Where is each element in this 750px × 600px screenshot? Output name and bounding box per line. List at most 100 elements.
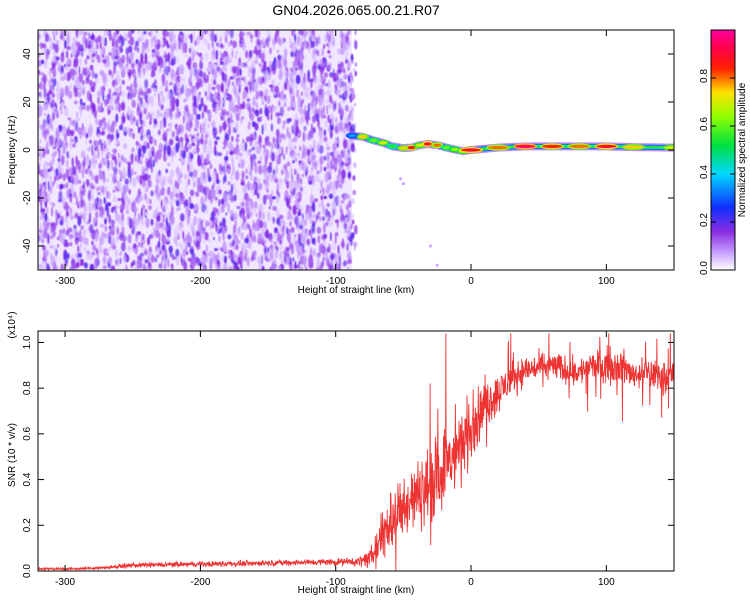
noise-speckle bbox=[313, 198, 319, 203]
noise-speckle bbox=[65, 229, 70, 236]
noise-speckle bbox=[354, 30, 357, 36]
signal-peak bbox=[388, 144, 397, 148]
noise-speckle bbox=[290, 166, 293, 176]
noise-speckle bbox=[189, 203, 194, 210]
noise-speckle bbox=[64, 242, 70, 247]
noise-speckle bbox=[235, 50, 238, 56]
noise-speckle bbox=[286, 181, 289, 189]
noise-speckle bbox=[354, 39, 358, 50]
noise-speckle bbox=[89, 189, 94, 194]
noise-speckle bbox=[78, 74, 84, 83]
noise-speckle bbox=[293, 41, 298, 52]
noise-speckle bbox=[94, 140, 99, 151]
y-tick-label: 0.6 bbox=[22, 426, 33, 440]
noise-speckle bbox=[344, 50, 349, 58]
noise-speckle bbox=[276, 217, 281, 225]
noise-speckle bbox=[163, 144, 168, 150]
noise-speckle bbox=[53, 168, 57, 177]
noise-speckle bbox=[67, 117, 70, 121]
noise-speckle bbox=[47, 49, 50, 56]
noise-speckle bbox=[80, 199, 86, 208]
noise-speckle bbox=[148, 267, 150, 270]
noise-speckle bbox=[232, 81, 234, 87]
noise-speckle bbox=[274, 143, 276, 149]
noise-speckle bbox=[154, 79, 157, 84]
noise-speckle bbox=[347, 160, 351, 166]
noise-speckle bbox=[324, 35, 328, 43]
noise-speckle bbox=[286, 161, 291, 167]
noise-speckle bbox=[44, 60, 48, 69]
noise-speckle bbox=[209, 220, 213, 227]
noise-speckle bbox=[270, 113, 273, 121]
noise-speckle bbox=[127, 198, 131, 206]
noise-speckle bbox=[157, 247, 160, 256]
noise-speckle bbox=[334, 219, 340, 224]
noise-speckle bbox=[212, 130, 215, 136]
noise-speckle bbox=[70, 68, 76, 77]
noise-speckle bbox=[309, 246, 312, 257]
noise-speckle bbox=[340, 109, 345, 116]
noise-speckle bbox=[116, 180, 119, 188]
noise-speckle bbox=[316, 259, 320, 269]
noise-speckle bbox=[252, 255, 256, 261]
noise-speckle bbox=[244, 244, 247, 255]
noise-speckle bbox=[60, 155, 65, 166]
noise-speckle bbox=[217, 86, 220, 94]
noise-speckle bbox=[245, 61, 249, 69]
noise-speckle bbox=[58, 170, 61, 177]
x-tick-label: 100 bbox=[598, 577, 615, 588]
noise-speckle bbox=[272, 216, 275, 224]
noise-speckle bbox=[117, 152, 120, 158]
noise-speckle bbox=[266, 95, 271, 105]
noise-speckle bbox=[188, 209, 191, 217]
noise-speckle bbox=[119, 84, 122, 93]
noise-speckle bbox=[234, 121, 239, 130]
snr-panel: -300 -200 -100 0 100 0.00.20.40.60.81.0 Heig… bbox=[7, 311, 675, 596]
noise-speckle bbox=[342, 139, 348, 149]
noise-speckle bbox=[211, 75, 214, 87]
noise-speckle bbox=[167, 212, 170, 223]
noise-speckle bbox=[315, 113, 320, 122]
noise-speckle bbox=[138, 241, 141, 248]
noise-speckle bbox=[139, 97, 143, 105]
noise-speckle bbox=[125, 204, 129, 211]
noise-speckle bbox=[209, 163, 213, 170]
noise-speckle bbox=[264, 93, 267, 102]
noise-speckle bbox=[78, 212, 83, 216]
noise-speckle bbox=[320, 195, 323, 201]
noise-speckle bbox=[52, 111, 55, 121]
noise-speckle bbox=[124, 236, 127, 241]
signal-peak bbox=[358, 135, 367, 139]
noise-speckle bbox=[161, 122, 165, 131]
noise-speckle bbox=[178, 205, 181, 210]
noise-speckle bbox=[334, 254, 339, 262]
noise-speckle bbox=[146, 237, 151, 246]
noise-speckle bbox=[58, 190, 63, 202]
noise-speckle bbox=[302, 84, 307, 90]
noise-speckle bbox=[202, 122, 206, 134]
noise-speckle bbox=[97, 196, 99, 205]
noise-speckle bbox=[67, 126, 70, 131]
noise-speckle bbox=[65, 210, 70, 218]
noise-speckle bbox=[281, 233, 284, 238]
noise-speckle bbox=[257, 160, 262, 164]
noise-speckle bbox=[258, 90, 264, 98]
noise-speckle bbox=[338, 102, 341, 111]
noise-speckle bbox=[205, 220, 210, 227]
noise-speckle bbox=[294, 240, 299, 247]
noise-speckle bbox=[176, 168, 182, 177]
noise-speckle bbox=[197, 78, 203, 87]
noise-speckle bbox=[72, 165, 76, 176]
noise-speckle bbox=[167, 258, 170, 268]
noise-speckle bbox=[173, 256, 178, 260]
noise-speckle bbox=[330, 231, 332, 242]
noise-speckle bbox=[79, 133, 83, 140]
noise-speckle bbox=[146, 64, 150, 72]
noise-speckle bbox=[311, 93, 315, 103]
noise-speckle bbox=[80, 150, 86, 159]
noise-speckle bbox=[212, 254, 218, 264]
noise-speckle bbox=[149, 266, 153, 270]
noise-speckle bbox=[56, 236, 60, 241]
noise-speckle bbox=[296, 170, 298, 181]
noise-speckle bbox=[324, 119, 329, 128]
